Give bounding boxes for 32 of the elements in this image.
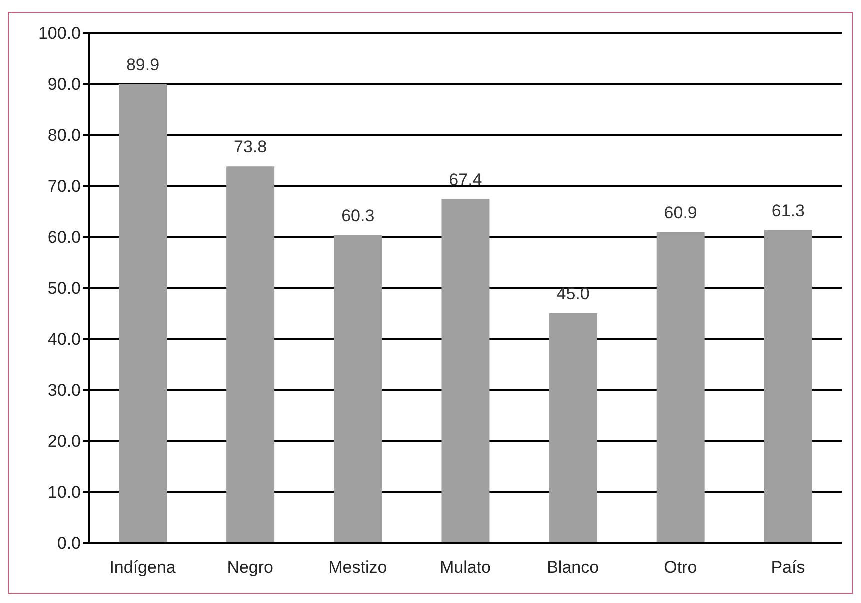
- x-tick-label: Indígena: [110, 558, 176, 578]
- data-label: 60.3: [342, 206, 375, 226]
- y-tick-label: 40.0: [48, 330, 81, 350]
- data-label: 61.3: [772, 201, 805, 220]
- x-tick-label: País: [771, 558, 806, 578]
- data-label: 45.0: [556, 284, 590, 304]
- y-tick-label: 30.0: [48, 381, 81, 400]
- bar: [764, 230, 812, 543]
- data-label: 60.9: [664, 203, 698, 222]
- x-tick-label: Negro: [227, 558, 274, 578]
- y-tick-label: 0.0: [57, 534, 81, 554]
- x-tick-label: Blanco: [547, 558, 600, 578]
- y-tick-label: 70.0: [48, 177, 81, 196]
- y-tick-label: 80.0: [48, 126, 81, 146]
- bar: [226, 166, 275, 543]
- bar: [119, 84, 167, 543]
- y-tick-label: 100.0: [38, 24, 81, 44]
- y-tick-label: 90.0: [48, 75, 81, 94]
- bar: [656, 232, 705, 543]
- data-label: 73.8: [234, 138, 268, 157]
- x-tick-label: Mulato: [440, 558, 492, 578]
- bar: [334, 235, 382, 543]
- y-tick-label: 10.0: [48, 483, 81, 502]
- x-tick-label: Otro: [664, 558, 698, 578]
- data-label: 89.9: [126, 56, 160, 75]
- y-tick-label: 20.0: [48, 432, 81, 452]
- data-label: 67.4: [449, 170, 482, 190]
- bar: [549, 314, 598, 543]
- x-tick-label: Mestizo: [328, 558, 388, 578]
- y-tick-label: 60.0: [48, 228, 81, 248]
- bar: [442, 199, 490, 543]
- y-tick-label: 50.0: [48, 279, 81, 298]
